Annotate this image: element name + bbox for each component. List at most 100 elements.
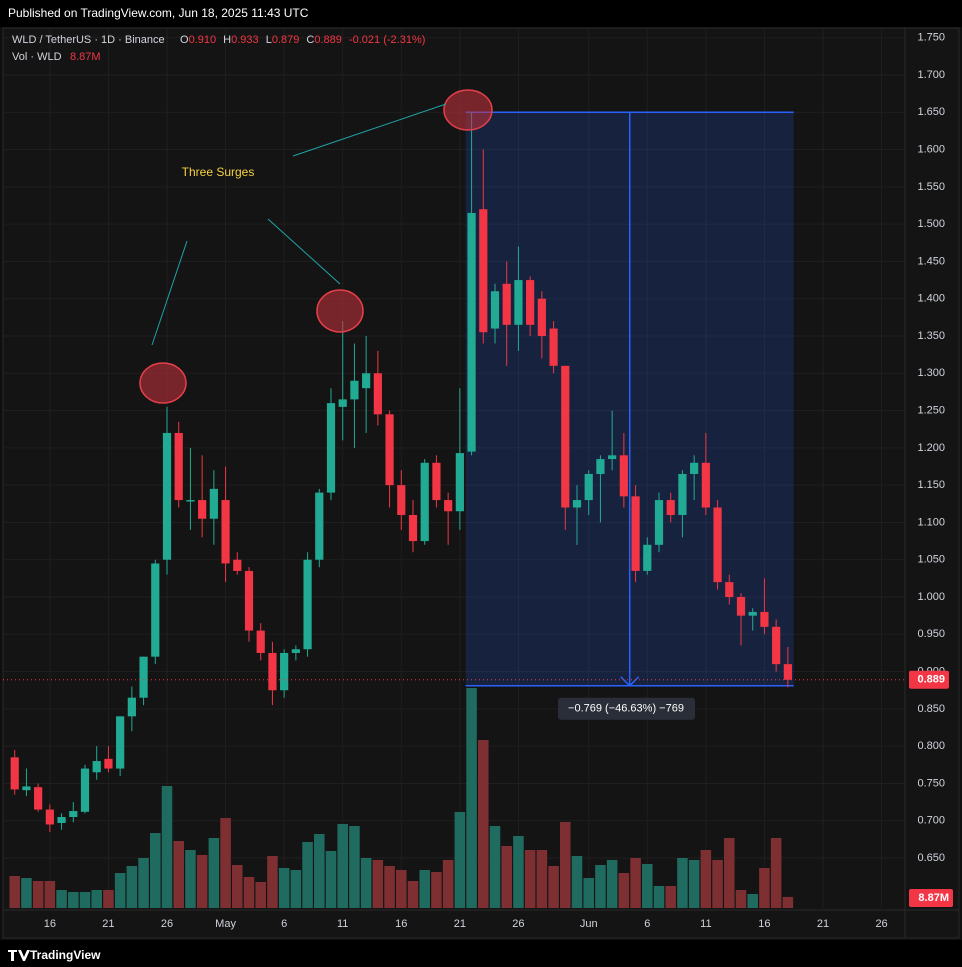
candle-body — [666, 500, 675, 515]
candle-body — [420, 462, 429, 542]
candle-body — [631, 496, 640, 571]
y-tick-label: 1.400 — [917, 293, 945, 305]
candle-body — [608, 455, 617, 460]
x-tick-label: Jun — [580, 918, 598, 930]
x-tick-label: 11 — [337, 918, 348, 930]
candle-body — [326, 403, 336, 493]
published: Published on TradingView.com, Jun 18, 20… — [8, 6, 309, 20]
y-tick-label: 1.250 — [917, 404, 945, 416]
volume-bar — [712, 860, 723, 908]
candle-body — [584, 473, 593, 501]
y-tick-label: 0.950 — [917, 628, 945, 640]
last-price-label: 0.889 — [917, 674, 945, 686]
candle-body — [397, 485, 406, 515]
y-tick-label: 0.650 — [917, 852, 945, 864]
x-tick-label: 26 — [161, 918, 173, 930]
volume-bar — [220, 818, 231, 908]
volume-bar — [571, 856, 583, 908]
candle-body — [268, 652, 277, 691]
volume-bar — [630, 858, 641, 908]
y-tick-label: 1.650 — [917, 106, 945, 118]
candle-body — [174, 432, 183, 501]
candle-body — [69, 811, 78, 818]
x-tick-label: 21 — [102, 918, 114, 930]
volume-bar — [126, 866, 138, 908]
candle-body — [596, 459, 605, 474]
y-tick-label: 1.700 — [917, 69, 945, 81]
candle-body — [701, 462, 710, 508]
candle-body — [537, 298, 546, 336]
candle-body — [783, 664, 792, 680]
volume-bar — [419, 870, 430, 908]
volume-bar — [782, 896, 794, 908]
volume-bar — [536, 850, 548, 908]
volume-bar — [489, 826, 501, 908]
volume-bar — [114, 873, 126, 908]
x-tick-label: 16 — [44, 918, 56, 930]
volume-bar — [548, 866, 559, 908]
candle-body — [151, 563, 160, 657]
candle-body — [362, 373, 371, 389]
volume-bar — [677, 858, 688, 908]
status-line: WLD / TetherUS · 1D · Binance O0.910 H0.… — [12, 34, 425, 63]
candle-body — [116, 716, 125, 769]
candle-body — [162, 432, 172, 560]
volume-bar — [9, 876, 20, 908]
volume-bar — [431, 872, 442, 908]
candle-body — [713, 507, 722, 583]
volume-bar — [290, 870, 302, 908]
candle-body — [256, 630, 265, 653]
brand: TradingView — [30, 948, 101, 962]
x-tick-label: 6 — [644, 918, 650, 930]
label: C — [306, 34, 314, 46]
x-tick-label: 16 — [395, 918, 407, 930]
candle-body — [408, 514, 418, 542]
volume-bar — [337, 824, 348, 908]
volume-bar — [466, 688, 477, 908]
value: 0.933 — [231, 34, 259, 46]
volume-bar — [770, 838, 782, 908]
candle-body — [244, 570, 254, 631]
candle-body — [561, 365, 570, 508]
candle-body — [92, 761, 101, 773]
volume-bar — [243, 877, 255, 908]
candle-body — [221, 500, 230, 564]
y-tick-label: 1.300 — [917, 367, 945, 379]
x-tick-label: 26 — [512, 918, 524, 930]
candle-body — [619, 455, 628, 497]
y-tick-label: 1.500 — [917, 218, 945, 230]
candle-body — [572, 500, 582, 508]
volume-bar — [396, 870, 407, 908]
volume-bar — [21, 878, 32, 908]
volume-bar — [91, 890, 102, 908]
measure-label-box — [558, 697, 695, 720]
volume-bar — [56, 890, 67, 908]
y-tick-label: 1.350 — [917, 330, 945, 342]
label: H — [223, 34, 231, 46]
volume-bar — [501, 846, 512, 908]
annotation-line — [151, 240, 188, 346]
last-price-tag — [909, 670, 949, 689]
candle-body — [303, 559, 312, 650]
volume-bar — [642, 864, 653, 908]
candle-body — [432, 462, 441, 501]
logo — [8, 950, 30, 961]
candle-body — [502, 283, 511, 325]
volume-bar — [759, 868, 770, 908]
volume-bar — [583, 878, 594, 908]
x-tick-label: 6 — [281, 918, 287, 930]
volume-bar — [513, 836, 524, 908]
highlight-circle — [443, 89, 493, 131]
volume-bar — [208, 838, 220, 908]
volume-bar — [688, 860, 700, 908]
volume-bar — [185, 850, 196, 908]
measure-layer: −0.769 (−46.63%) −769 — [465, 111, 794, 720]
candle-body — [291, 649, 300, 653]
annotation-layer: Three Surges — [139, 89, 493, 404]
highlight-circle — [139, 362, 187, 404]
volume-bar — [372, 860, 384, 908]
candle-body — [643, 544, 652, 571]
candle-body — [198, 500, 207, 519]
candle-body — [45, 809, 54, 825]
